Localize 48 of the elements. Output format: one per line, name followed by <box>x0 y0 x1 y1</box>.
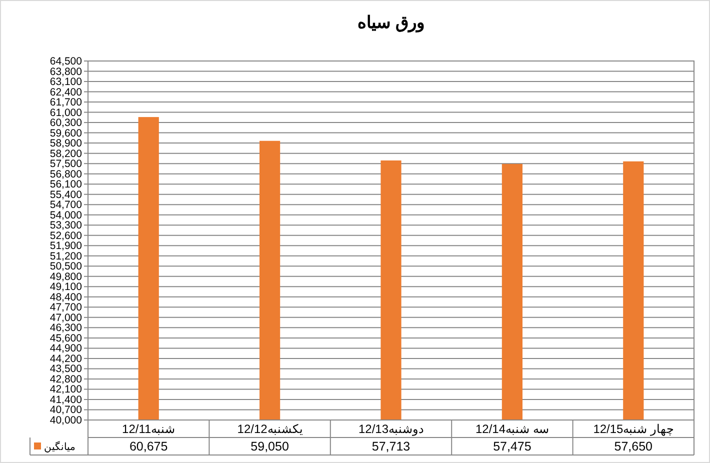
y-tick-label: 42,800 <box>50 373 82 386</box>
y-tick-label: 63,800 <box>50 66 82 78</box>
y-tick-label: 58,200 <box>50 148 82 160</box>
x-tick-label: چهار شنبه12/15 <box>593 422 674 436</box>
y-tick-label: 40,700 <box>50 404 82 416</box>
y-tick-label: 54,700 <box>50 199 82 212</box>
y-tick-label: 58,900 <box>50 138 82 150</box>
data-label: 60,675 <box>129 440 168 454</box>
y-tick-label: 62,400 <box>50 86 82 98</box>
y-tick-label: 43,500 <box>50 363 82 376</box>
x-tick-label: دوشنبه12/13 <box>358 422 424 436</box>
y-tick-label: 59,600 <box>50 127 82 140</box>
y-tick-label: 46,300 <box>50 322 82 334</box>
y-tick-label: 45,600 <box>50 332 82 344</box>
y-tick-label: 61,000 <box>50 106 82 119</box>
legend-label: میانگین <box>44 441 75 453</box>
data-label: 57,650 <box>614 440 653 454</box>
y-tick-label: 61,700 <box>50 96 82 109</box>
x-tick-label: یکشنبه12/12 <box>237 422 302 436</box>
y-tick-label: 52,600 <box>50 230 82 242</box>
y-tick-label: 49,100 <box>50 281 82 294</box>
y-tick-label: 56,800 <box>50 168 82 180</box>
y-tick-label: 51,200 <box>50 250 82 262</box>
y-tick-label: 57,500 <box>50 158 82 170</box>
y-tick-label: 48,400 <box>50 291 82 304</box>
y-tick-label: 53,300 <box>50 220 82 232</box>
y-tick-label: 63,100 <box>50 76 82 88</box>
y-tick-label: 49,800 <box>50 270 82 283</box>
y-tick-label: 41,400 <box>50 394 82 406</box>
data-label: 59,050 <box>250 440 289 454</box>
chart-title: ورق سیاه <box>358 13 424 33</box>
y-tick-label: 44,900 <box>50 342 82 355</box>
y-tick-label: 56,100 <box>50 178 82 191</box>
y-tick-label: 64,500 <box>50 56 82 68</box>
y-tick-label: 47,000 <box>50 312 82 324</box>
y-tick-label: 60,300 <box>50 117 82 130</box>
x-tick-label: شنبه12/11 <box>122 422 176 436</box>
data-label: 57,713 <box>372 440 410 454</box>
y-tick-label: 50,500 <box>50 260 82 273</box>
y-tick-label: 42,100 <box>50 384 82 396</box>
y-tick-label: 47,700 <box>50 302 82 314</box>
y-tick-label: 44,200 <box>50 352 82 365</box>
y-tick-label: 54,000 <box>50 209 82 222</box>
y-tick-label: 55,400 <box>50 188 82 201</box>
data-label: 57,475 <box>493 440 532 454</box>
y-tick-label: 40,000 <box>50 414 82 426</box>
y-tick-label: 51,900 <box>50 240 82 252</box>
x-tick-label: سه شنبه12/14 <box>476 422 549 436</box>
